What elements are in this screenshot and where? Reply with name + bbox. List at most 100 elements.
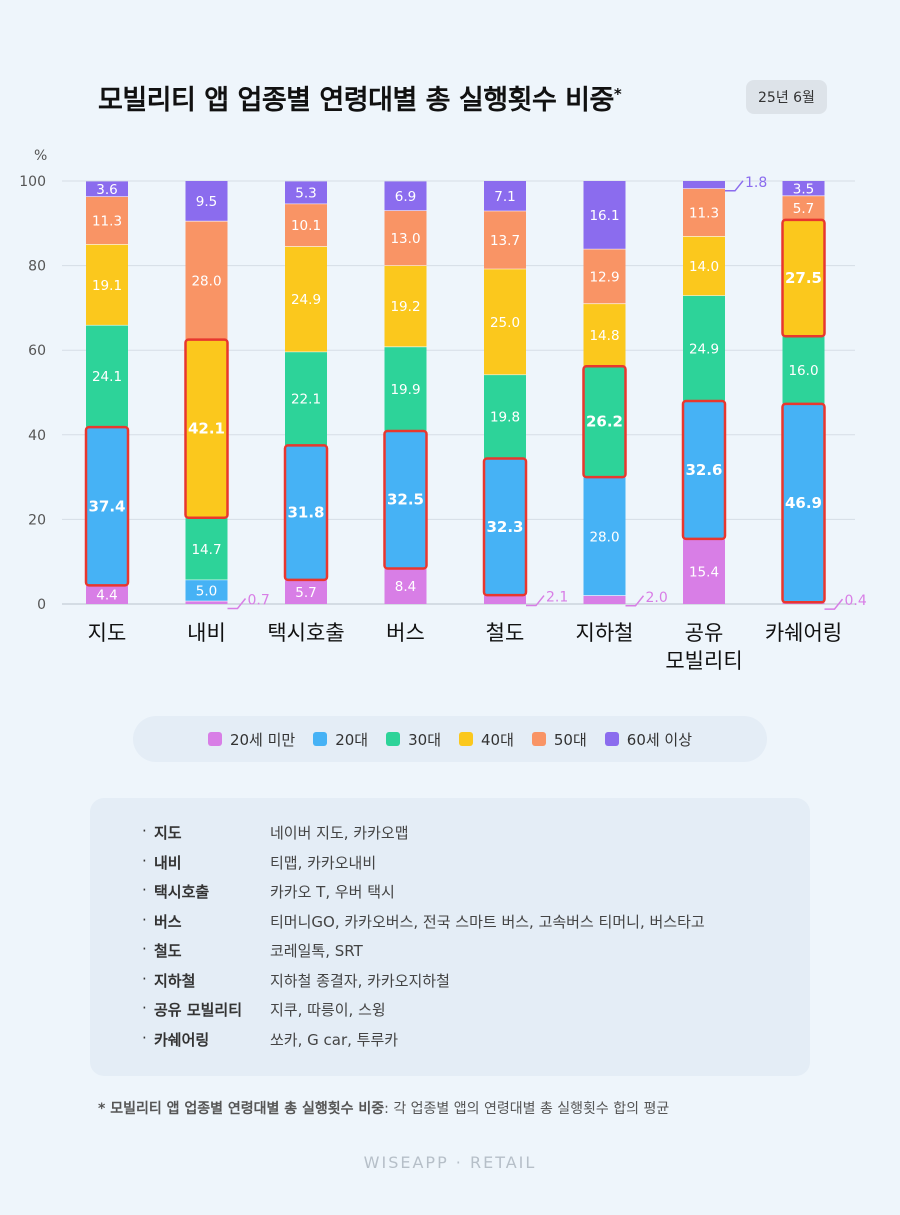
highlight-box bbox=[482, 457, 528, 597]
data-label: 5.7 bbox=[295, 585, 316, 601]
data-label: 11.3 bbox=[92, 214, 122, 230]
info-category: 버스 bbox=[154, 912, 182, 931]
data-label: 16.0 bbox=[788, 363, 818, 379]
highlight-box bbox=[681, 399, 727, 541]
footnote-term: * 모빌리티 앱 업종별 연령대별 총 실행횟수 비중 bbox=[98, 1101, 385, 1117]
bar-segment bbox=[583, 366, 626, 478]
bar-segment bbox=[782, 219, 825, 337]
info-bullet: · bbox=[142, 822, 147, 840]
legend-item: 20세 미만 bbox=[207, 729, 295, 750]
footnote: * 모빌리티 앱 업종별 연령대별 총 실행횟수 비중: 각 업종별 앱의 연령… bbox=[98, 1098, 669, 1118]
data-label: 19.8 bbox=[490, 410, 520, 426]
data-label: 0.4 bbox=[845, 593, 867, 609]
y-axis-label: % bbox=[34, 148, 47, 164]
highlight-box bbox=[283, 444, 329, 582]
legend-swatch bbox=[604, 732, 619, 746]
legend-label: 40대 bbox=[481, 730, 514, 749]
data-label: 42.1 bbox=[188, 420, 225, 438]
legend-swatch bbox=[531, 732, 546, 746]
bar-segment bbox=[683, 295, 725, 401]
bar-segment bbox=[484, 211, 526, 269]
highlight-box bbox=[781, 402, 826, 604]
bar-segment bbox=[782, 403, 825, 603]
data-label: 14.8 bbox=[589, 328, 619, 344]
data-label: 9.5 bbox=[196, 194, 217, 210]
data-label: 22.1 bbox=[291, 392, 321, 408]
bar-segment bbox=[384, 210, 427, 266]
info-apps: 네이버 지도, 카카오맵 bbox=[270, 824, 409, 842]
y-tick-label: 60 bbox=[28, 343, 46, 359]
legend-item: 50대 bbox=[531, 729, 587, 750]
y-tick-label: 20 bbox=[28, 512, 46, 528]
page-title: 모빌리티 앱 업종별 연령대별 총 실행횟수 비중* bbox=[98, 78, 622, 117]
info-bullet: · bbox=[142, 940, 147, 958]
bar-segment bbox=[86, 427, 128, 586]
bar-segment bbox=[285, 579, 327, 604]
legend-item: 20대 bbox=[313, 729, 368, 750]
legend-label: 20대 bbox=[335, 730, 369, 749]
data-label: 6.9 bbox=[395, 189, 416, 205]
bar-segment bbox=[86, 325, 128, 428]
bar-segment bbox=[185, 579, 228, 602]
page-title-text: 모빌리티 앱 업종별 연령대별 총 실행횟수 비중 bbox=[98, 85, 614, 116]
date-badge: 25년 6월 bbox=[746, 80, 827, 114]
bar-segment bbox=[583, 249, 626, 304]
title-row: 모빌리티 앱 업종별 연령대별 총 실행횟수 비중* 25년 6월 bbox=[0, 78, 900, 122]
data-label: 5.0 bbox=[196, 583, 217, 599]
data-label: 11.3 bbox=[689, 206, 719, 222]
bar-segment bbox=[285, 203, 327, 247]
footnote-definition: : 각 업종별 앱의 연령대별 총 실행횟수 합의 평균 bbox=[384, 1101, 670, 1117]
data-label: 32.5 bbox=[387, 491, 424, 509]
info-apps: 지쿠, 따릉이, 스윙 bbox=[270, 1001, 386, 1019]
bar-segment bbox=[683, 181, 725, 189]
bar-segment bbox=[285, 246, 327, 352]
data-label: 16.1 bbox=[589, 208, 619, 224]
data-label: 26.2 bbox=[586, 413, 623, 431]
bar-segment bbox=[384, 181, 427, 211]
data-label: 15.4 bbox=[689, 564, 719, 580]
data-label: 0.7 bbox=[248, 593, 270, 609]
highlight-box bbox=[781, 218, 826, 338]
data-label: 14.0 bbox=[689, 259, 719, 275]
callout-leader bbox=[725, 180, 744, 192]
data-label: 24.9 bbox=[291, 292, 321, 308]
data-label: 28.0 bbox=[191, 273, 221, 289]
data-label: 4.4 bbox=[96, 588, 117, 604]
bar-segment bbox=[782, 336, 825, 404]
callout-leader bbox=[227, 598, 247, 610]
bar-segment bbox=[583, 595, 626, 604]
data-label: 13.7 bbox=[490, 233, 520, 249]
info-apps: 지하철 종결자, 카카오지하철 bbox=[270, 971, 450, 990]
title-asterisk: * bbox=[613, 85, 622, 103]
data-label: 37.4 bbox=[88, 497, 125, 515]
x-category-label: 내비 bbox=[187, 621, 226, 645]
data-label: 5.3 bbox=[295, 186, 316, 202]
callout-leader bbox=[824, 598, 844, 610]
bar-segment bbox=[185, 517, 228, 580]
data-label: 19.9 bbox=[390, 382, 420, 398]
brand-logo-text: WISEAPP · RETAIL bbox=[363, 1153, 537, 1172]
info-apps: 티머니GO, 카카오버스, 전국 스마트 버스, 고속버스 티머니, 버스타고 bbox=[270, 912, 705, 931]
info-bullet: · bbox=[142, 851, 147, 870]
callout-leader bbox=[526, 595, 545, 607]
bar-segment bbox=[185, 221, 228, 340]
legend-label: 60세 이상 bbox=[626, 730, 693, 749]
highlight-box bbox=[383, 429, 428, 570]
bar-segment bbox=[484, 268, 526, 375]
bar-segment bbox=[384, 430, 427, 569]
data-label: 3.6 bbox=[96, 182, 117, 198]
bar-segment bbox=[384, 568, 427, 604]
info-apps: 코레일톡, SRT bbox=[270, 942, 363, 960]
x-category-label: 지하철 bbox=[576, 621, 634, 645]
category-app-list: · 지도 네이버 지도, 카카오맵 · 내비 티맵, 카카오내비 · 택시호출 카카오 T, 우… bbox=[90, 798, 810, 1076]
bar-segment bbox=[86, 196, 128, 245]
data-label: 25.0 bbox=[490, 315, 520, 331]
bar-segment bbox=[583, 477, 626, 596]
data-label: 13.0 bbox=[390, 231, 420, 247]
data-label: 7.1 bbox=[494, 189, 515, 205]
info-category: 지하철 bbox=[154, 971, 196, 990]
legend-item: 30대 bbox=[386, 729, 441, 750]
bar-segment bbox=[86, 244, 128, 326]
bar-segment bbox=[484, 374, 526, 459]
bar-segment bbox=[583, 303, 626, 367]
